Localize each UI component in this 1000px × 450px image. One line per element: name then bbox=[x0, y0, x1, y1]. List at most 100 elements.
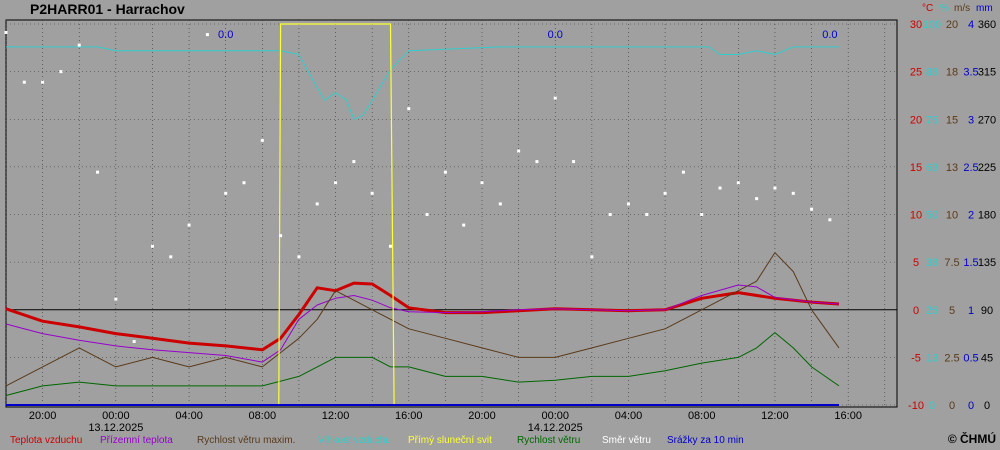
series-layer bbox=[4, 23, 840, 406]
wind-direction-point bbox=[663, 191, 667, 195]
wind-direction-point bbox=[41, 80, 45, 84]
legend-item: Teplota vzduchu bbox=[10, 435, 83, 446]
y-tick-label: 20 bbox=[910, 114, 922, 126]
x-date-label: 14.12.2025 bbox=[528, 422, 583, 434]
precip-labels: 0.0 0.0 0.0 bbox=[218, 29, 837, 41]
y-tick-label: 30 bbox=[910, 19, 922, 31]
wind-direction-point bbox=[718, 186, 722, 190]
wind-direction-point bbox=[279, 234, 283, 238]
wind-direction-point bbox=[4, 30, 8, 34]
x-tick-label: 00:00 bbox=[541, 410, 569, 422]
y-tick-label: 90 bbox=[981, 305, 993, 317]
x-tick-label: 12:00 bbox=[322, 410, 350, 422]
y-tick-label: 0 bbox=[913, 305, 919, 317]
grid-lines bbox=[5, 20, 897, 406]
wind-direction-point bbox=[150, 244, 154, 248]
wind-direction-point bbox=[132, 340, 136, 343]
wind-direction-point bbox=[59, 70, 63, 74]
y-axis-ticks: 302520151050-5-1010088756350382513020181… bbox=[908, 19, 996, 412]
wind-direction-point bbox=[388, 244, 392, 248]
wind-direction-point bbox=[77, 43, 81, 47]
y-tick-label: 5 bbox=[913, 257, 919, 269]
precip-label: 0.0 bbox=[822, 29, 837, 41]
y-tick-label: 3.5 bbox=[963, 67, 978, 79]
wind-direction-point bbox=[590, 255, 594, 259]
y-tick-label: 0.5 bbox=[963, 352, 978, 364]
y-tick-label: 270 bbox=[978, 114, 996, 126]
y-tick-label: -5 bbox=[911, 352, 921, 364]
wind-direction-point bbox=[96, 170, 100, 174]
wind-direction-point bbox=[681, 170, 685, 174]
y-tick-label: 100 bbox=[923, 19, 941, 31]
legend-item: Přízemní teplota bbox=[100, 435, 173, 446]
legend-item: Směr větru bbox=[602, 435, 651, 446]
wind-direction-point bbox=[407, 107, 411, 111]
wind-direction-point bbox=[498, 202, 502, 206]
y-tick-label: 1 bbox=[968, 305, 974, 317]
unit-label-precip: mm bbox=[976, 3, 993, 14]
y-tick-label: 1.5 bbox=[963, 257, 978, 269]
unit-label-wind: m/s bbox=[954, 3, 971, 14]
wind-direction-point bbox=[260, 138, 264, 142]
legend-item: Srážky za 10 min bbox=[667, 435, 744, 446]
unit-label-temp: °C bbox=[922, 3, 934, 14]
y-tick-label: 25 bbox=[910, 67, 922, 79]
y-tick-label: 20 bbox=[946, 19, 958, 31]
wind-direction-point bbox=[480, 181, 484, 185]
chart-title: P2HARR01 - Harrachov bbox=[30, 1, 185, 17]
wind-direction-point bbox=[608, 213, 612, 216]
copyright: © ČHMÚ bbox=[947, 432, 996, 446]
y-tick-label: 2.5 bbox=[963, 162, 978, 174]
y-tick-label: 38 bbox=[926, 257, 938, 269]
y-tick-label: 315 bbox=[978, 67, 996, 79]
y-tick-label: 180 bbox=[978, 210, 996, 222]
wind-direction-point bbox=[810, 207, 814, 211]
series-vlhkost-vzduchu bbox=[6, 46, 839, 120]
y-tick-label: 88 bbox=[926, 67, 938, 79]
x-tick-label: 20:00 bbox=[468, 410, 496, 422]
plot-area bbox=[5, 19, 898, 408]
y-tick-label: 135 bbox=[978, 257, 996, 269]
wind-direction-point bbox=[645, 213, 649, 216]
y-tick-label: 10 bbox=[910, 210, 922, 222]
wind-direction-point bbox=[553, 96, 557, 100]
y-tick-label: 18 bbox=[946, 67, 958, 79]
wind-direction-point bbox=[297, 255, 301, 259]
legend-item: Vlhkost vzduchu bbox=[318, 435, 391, 446]
wind-direction-point bbox=[315, 202, 319, 206]
precip-label: 0.0 bbox=[548, 29, 563, 41]
x-tick-label: 16:00 bbox=[395, 410, 423, 422]
wind-direction-point bbox=[535, 160, 539, 164]
wind-direction-point bbox=[187, 223, 191, 227]
wind-direction-point bbox=[242, 181, 246, 185]
y-tick-label: 225 bbox=[978, 162, 996, 174]
wind-direction-point bbox=[700, 213, 704, 216]
wind-direction-point bbox=[828, 218, 832, 222]
x-tick-label: 16:00 bbox=[834, 410, 862, 422]
y-tick-label: 360 bbox=[978, 19, 996, 31]
y-tick-label: 63 bbox=[926, 162, 938, 174]
y-tick-label: 0 bbox=[929, 400, 935, 412]
y-tick-label: 15 bbox=[946, 114, 958, 126]
y-tick-label: 15 bbox=[910, 162, 922, 174]
wind-direction-point bbox=[205, 33, 209, 37]
y-tick-label: 0 bbox=[968, 400, 974, 412]
y-tick-label: 10 bbox=[946, 210, 958, 222]
wind-direction-point bbox=[736, 181, 740, 185]
legend-item: Rychlost větru bbox=[517, 435, 581, 446]
series-prizemni-teplota bbox=[5, 284, 840, 363]
wind-direction-point bbox=[352, 160, 356, 164]
y-tick-label: 2.5 bbox=[944, 352, 959, 364]
wind-direction-point bbox=[370, 191, 374, 195]
wind-direction-point bbox=[334, 181, 338, 185]
x-tick-label: 00:00 bbox=[102, 410, 130, 422]
x-tick-label: 08:00 bbox=[688, 410, 716, 422]
wind-direction-point bbox=[443, 170, 447, 174]
y-tick-label: 4 bbox=[968, 19, 974, 31]
wind-direction-point bbox=[791, 191, 795, 195]
x-date-label: 13.12.2025 bbox=[88, 422, 143, 434]
wind-direction-point bbox=[22, 80, 26, 84]
y-tick-label: 0 bbox=[949, 400, 955, 412]
wind-direction-point bbox=[572, 160, 576, 164]
